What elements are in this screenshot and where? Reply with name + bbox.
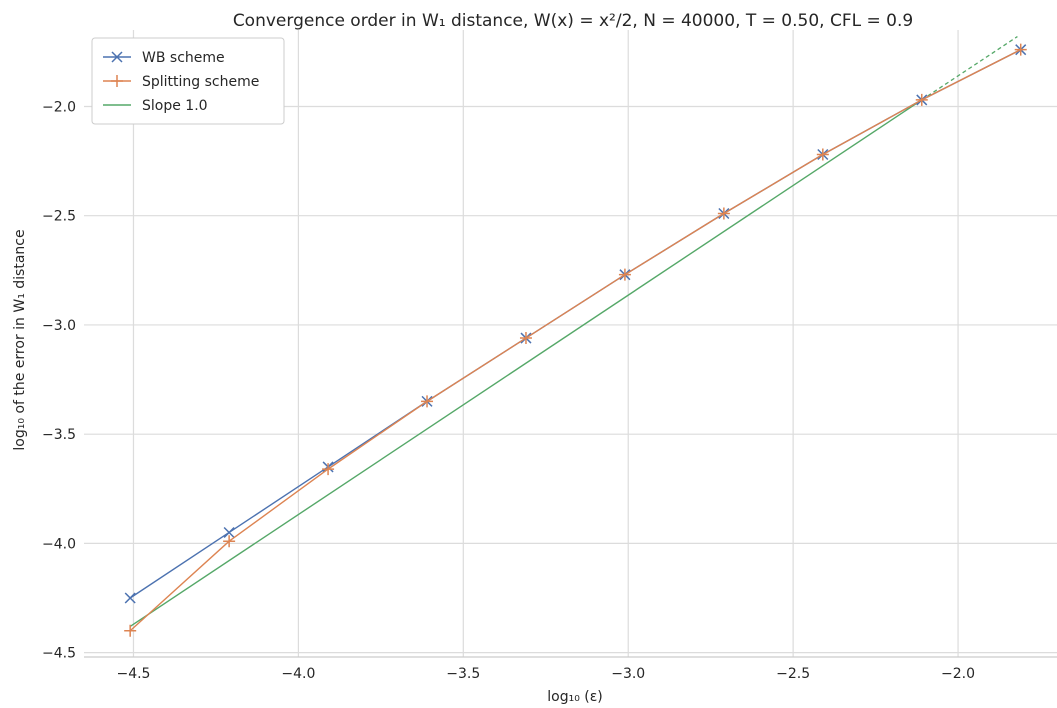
x-tick-label: −4.5 xyxy=(116,666,150,682)
x-tick-labels: −4.5 −4.0 −3.5 −3.0 −2.5 −2.0 xyxy=(116,666,975,682)
legend-label: Splitting scheme xyxy=(142,74,259,90)
data-point xyxy=(717,207,730,220)
data-point xyxy=(421,395,434,408)
data-point xyxy=(618,268,631,281)
data-point xyxy=(816,148,829,161)
x-tick-label: −2.0 xyxy=(941,666,975,682)
data-point xyxy=(1014,43,1027,56)
series-line xyxy=(129,49,1022,632)
chart-title: Convergence order in W₁ distance, W(x) =… xyxy=(233,11,913,31)
data-point xyxy=(223,526,235,539)
x-tick-label: −4.0 xyxy=(281,666,315,682)
series-line-extension xyxy=(921,36,1018,101)
data-point xyxy=(915,93,928,106)
data-point xyxy=(124,592,136,604)
data-point xyxy=(223,535,236,548)
x-axis-label: log₁₀ (ε) xyxy=(547,689,603,705)
legend: WB scheme Splitting scheme Slope 1.0 xyxy=(91,37,285,125)
data-point xyxy=(124,624,137,637)
y-tick-label: −3.5 xyxy=(42,427,76,443)
legend-marker xyxy=(111,75,123,87)
series-line xyxy=(129,99,923,627)
x-tick-label: −3.5 xyxy=(446,666,480,682)
x-tick-label: −3.0 xyxy=(611,666,645,682)
y-tick-labels: −4.5 −4.0 −3.5 −3.0 −2.5 −2.0 xyxy=(42,99,76,661)
y-tick-label: −3.0 xyxy=(42,318,76,334)
legend-label: Slope 1.0 xyxy=(142,98,208,114)
series-layer xyxy=(124,36,1027,637)
grid-layer xyxy=(84,30,1057,657)
legend-marker xyxy=(111,51,123,63)
y-tick-label: −4.0 xyxy=(42,536,76,552)
data-point xyxy=(519,332,532,345)
x-tick-label: −2.5 xyxy=(776,666,810,682)
y-tick-label: −4.5 xyxy=(42,646,76,662)
data-point xyxy=(322,463,335,476)
y-tick-label: −2.0 xyxy=(42,99,76,115)
legend-label: WB scheme xyxy=(142,50,225,66)
y-axis-label: log₁₀ of the error in W₁ distance xyxy=(12,229,28,450)
y-tick-label: −2.5 xyxy=(42,209,76,225)
legend-box xyxy=(91,37,285,125)
legend-entries: WB scheme Splitting scheme Slope 1.0 xyxy=(103,50,259,114)
